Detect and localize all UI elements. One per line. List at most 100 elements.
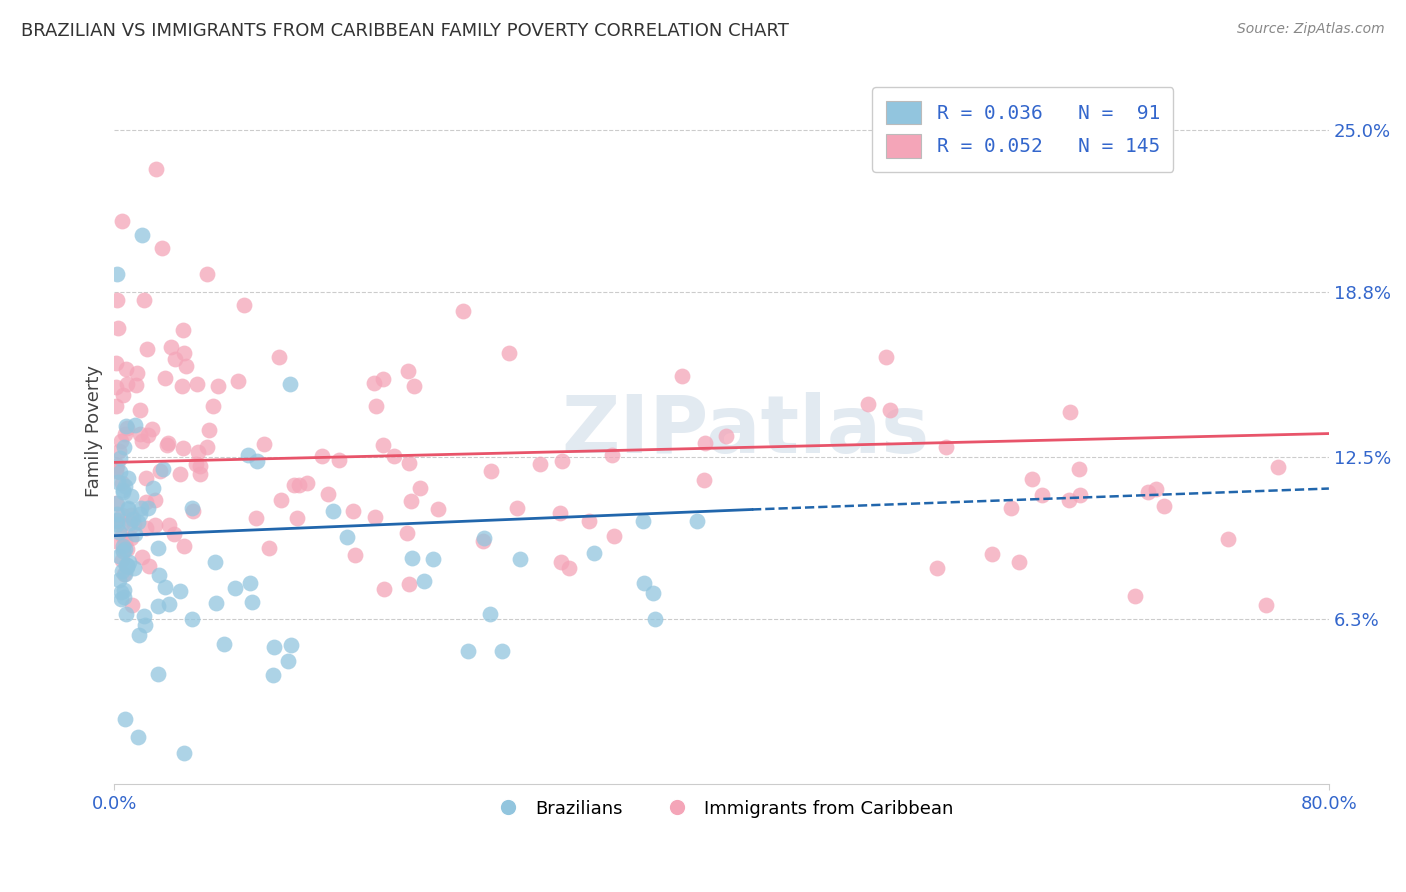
Point	[143, 517, 166, 532]
Point	[1136, 484, 1159, 499]
Point	[128, 507, 150, 521]
Point	[285, 511, 308, 525]
Point	[1146, 482, 1168, 496]
Point	[187, 445, 209, 459]
Point	[163, 527, 186, 541]
Point	[198, 423, 221, 437]
Point	[280, 638, 302, 652]
Point	[108, 465, 131, 479]
Point	[128, 403, 150, 417]
Y-axis label: Family Poverty: Family Poverty	[86, 365, 103, 497]
Point	[1031, 488, 1053, 502]
Point	[115, 542, 138, 557]
Point	[104, 356, 127, 370]
Point	[643, 586, 665, 600]
Point	[267, 350, 290, 364]
Point	[246, 453, 269, 467]
Point	[169, 583, 191, 598]
Point	[491, 644, 513, 658]
Point	[107, 516, 129, 531]
Point	[104, 496, 127, 510]
Point	[121, 511, 143, 525]
Point	[169, 467, 191, 482]
Point	[509, 551, 531, 566]
Point	[138, 559, 160, 574]
Point	[426, 502, 449, 516]
Point	[1067, 461, 1090, 475]
Point	[257, 541, 280, 555]
Point	[110, 450, 132, 465]
Point	[242, 595, 264, 609]
Point	[399, 494, 422, 508]
Point	[111, 544, 134, 558]
Point	[108, 549, 131, 563]
Point	[111, 508, 134, 523]
Point	[146, 541, 169, 555]
Point	[107, 574, 129, 588]
Point	[1000, 500, 1022, 515]
Point	[226, 375, 249, 389]
Point	[174, 359, 197, 373]
Point	[153, 370, 176, 384]
Text: BRAZILIAN VS IMMIGRANTS FROM CARIBBEAN FAMILY POVERTY CORRELATION CHART: BRAZILIAN VS IMMIGRANTS FROM CARIBBEAN F…	[21, 22, 789, 40]
Point	[402, 378, 425, 392]
Point	[925, 561, 948, 575]
Point	[108, 444, 131, 458]
Point	[1254, 598, 1277, 612]
Point	[111, 564, 134, 578]
Point	[105, 293, 128, 307]
Point	[145, 162, 167, 177]
Point	[117, 471, 139, 485]
Point	[195, 267, 218, 281]
Point	[1059, 405, 1081, 419]
Point	[105, 399, 128, 413]
Point	[134, 617, 156, 632]
Point	[131, 227, 153, 242]
Point	[283, 478, 305, 492]
Point	[110, 434, 132, 449]
Point	[124, 418, 146, 433]
Point	[143, 492, 166, 507]
Point	[156, 438, 179, 452]
Point	[115, 560, 138, 574]
Point	[114, 479, 136, 493]
Point	[111, 516, 134, 531]
Point	[714, 428, 737, 442]
Point	[129, 426, 152, 441]
Point	[105, 461, 128, 475]
Point	[583, 546, 606, 560]
Point	[180, 612, 202, 626]
Point	[578, 514, 600, 528]
Point	[135, 343, 157, 357]
Point	[1057, 492, 1080, 507]
Point	[111, 475, 134, 490]
Point	[233, 298, 256, 312]
Point	[188, 458, 211, 473]
Point	[129, 500, 152, 515]
Point	[1218, 532, 1240, 546]
Point	[644, 612, 666, 626]
Point	[131, 549, 153, 564]
Point	[322, 504, 344, 518]
Point	[398, 456, 420, 470]
Point	[262, 668, 284, 682]
Point	[107, 496, 129, 510]
Point	[245, 510, 267, 524]
Point	[207, 379, 229, 393]
Point	[184, 457, 207, 471]
Point	[132, 608, 155, 623]
Point	[195, 440, 218, 454]
Point	[170, 379, 193, 393]
Point	[117, 376, 139, 391]
Point	[127, 515, 149, 529]
Point	[112, 582, 135, 597]
Point	[935, 440, 957, 454]
Point	[395, 525, 418, 540]
Point	[205, 596, 228, 610]
Point	[124, 526, 146, 541]
Point	[270, 493, 292, 508]
Point	[316, 487, 339, 501]
Point	[131, 434, 153, 449]
Point	[114, 712, 136, 726]
Point	[114, 427, 136, 442]
